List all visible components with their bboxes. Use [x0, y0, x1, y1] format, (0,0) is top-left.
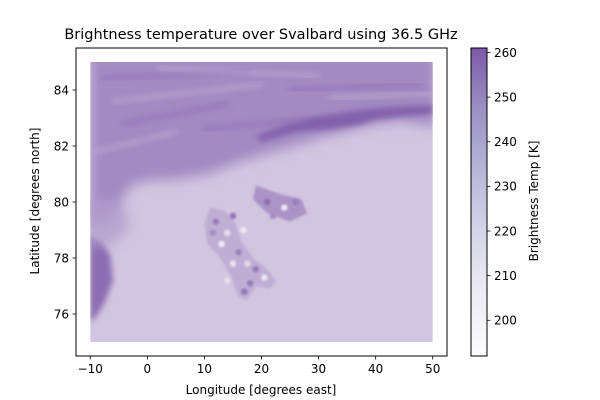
x-axis: −10 0 10 20 30 40 50 [78, 356, 440, 376]
svalbard-texture-spot [264, 198, 271, 206]
colorbar-tick-label: 260 [494, 46, 517, 60]
colorbar-tick-label: 220 [494, 224, 517, 238]
svalbard-texture-spot [209, 229, 217, 236]
x-tick-label: 0 [144, 362, 152, 376]
svalbard-texture-spot [261, 274, 268, 281]
chart-title: Brightness temperature over Svalbard usi… [64, 27, 457, 43]
svalbard-texture-spot [212, 218, 220, 225]
colorbar: 200 210 220 230 240 250 260 Brightness Temp [K… [470, 46, 541, 357]
colorbar-tick-label: 210 [494, 269, 517, 283]
svalbard-texture-spot [224, 229, 231, 236]
region-east-greenland-ice [90, 235, 114, 323]
svalbard-texture-spot [292, 198, 299, 206]
x-tick-label: 50 [425, 362, 440, 376]
colorbar-ticks: 200 210 220 230 240 250 260 [487, 46, 517, 328]
y-tick-label: 78 [54, 251, 69, 265]
ice-texture-streak [156, 65, 321, 78]
x-tick-label: 40 [368, 362, 383, 376]
ice-texture-streak [288, 82, 424, 92]
ice-texture-streak [122, 102, 230, 126]
colorbar-tick-label: 200 [494, 314, 517, 328]
svalbard-texture-spot [235, 249, 242, 256]
colorbar-label: Brightness Temp [K] [527, 141, 541, 262]
y-axis: 76 78 80 82 84 [54, 83, 76, 321]
x-tick-label: 20 [254, 362, 269, 376]
svalbard-texture-spot [281, 204, 288, 211]
svalbard-texture-spot [244, 260, 251, 267]
x-tick-label: −10 [78, 362, 103, 376]
x-tick-label: 30 [311, 362, 326, 376]
svalbard-texture-spot [246, 280, 254, 287]
colorbar-tick-label: 250 [494, 90, 517, 104]
svalbard-texture-spot [240, 226, 247, 234]
heatmap-image [90, 62, 433, 342]
y-axis-label: Latitude [degrees north] [28, 128, 42, 275]
y-tick-label: 80 [54, 195, 69, 209]
ice-texture-streak [202, 116, 321, 132]
ice-texture-streak [93, 130, 178, 154]
colorbar-tick-label: 240 [494, 135, 517, 149]
svalbard-texture-spot [269, 212, 277, 220]
colorbar-tick-label: 230 [494, 180, 517, 194]
y-tick-label: 84 [54, 83, 69, 97]
svalbard-texture-spot [241, 288, 248, 295]
y-tick-label: 76 [54, 307, 69, 321]
x-axis-label: Longitude [degrees east] [186, 383, 337, 397]
y-tick-label: 82 [54, 139, 69, 153]
region-ice-edge-band [255, 105, 433, 142]
ice-texture-streak [111, 82, 264, 104]
svalbard-texture-spot [229, 212, 237, 220]
region-nordaustlandet [252, 185, 308, 222]
region-polar-ice-pack [90, 62, 433, 230]
region-greenland-mixed-ice [90, 196, 131, 247]
colorbar-gradient [470, 47, 488, 357]
ice-texture-streak [327, 90, 433, 101]
heatmap [90, 62, 433, 342]
svalbard-texture-spot [229, 260, 237, 267]
x-tick-label: 10 [197, 362, 212, 376]
svalbard-texture-spot [224, 277, 231, 284]
svalbard-texture-spot [252, 266, 259, 273]
svalbard-texture-spot [218, 240, 225, 248]
